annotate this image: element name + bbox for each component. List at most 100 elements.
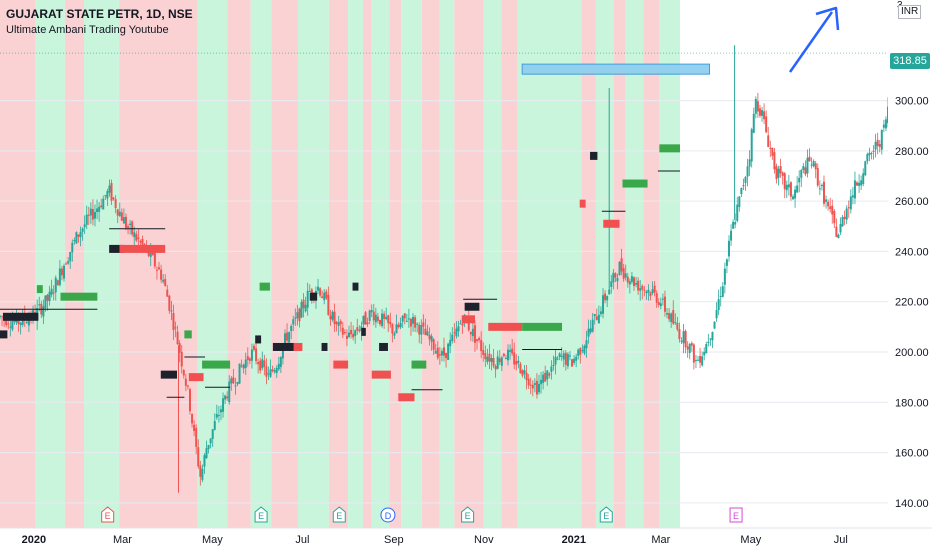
currency-badge[interactable]: INR bbox=[898, 5, 922, 19]
candle-down-body bbox=[182, 370, 185, 376]
breakout-arrow bbox=[788, 6, 840, 73]
candle-up-body bbox=[42, 306, 45, 317]
candle-up-body bbox=[267, 373, 270, 375]
candle-up-body bbox=[504, 357, 507, 359]
candle-up-body bbox=[106, 191, 109, 199]
candle-down-body bbox=[335, 321, 338, 325]
candle-down-body bbox=[663, 296, 666, 312]
candle-down-body bbox=[191, 414, 194, 424]
candle-up-body bbox=[317, 286, 320, 291]
candle-up-body bbox=[868, 152, 871, 156]
dividend-badge bbox=[380, 507, 396, 523]
candle-down-body bbox=[527, 378, 530, 386]
candle-up-body bbox=[715, 310, 718, 319]
candle-down-body bbox=[321, 296, 324, 299]
candle-down-body bbox=[643, 289, 646, 291]
marker-label: D bbox=[385, 511, 392, 521]
signal-box-black bbox=[0, 330, 8, 339]
candle-up-body bbox=[440, 351, 443, 356]
candle-down-body bbox=[378, 319, 381, 325]
bearish-band bbox=[227, 0, 251, 528]
candle-down-body bbox=[253, 345, 256, 350]
candle-up-body bbox=[796, 185, 799, 193]
candle-down-body bbox=[263, 360, 266, 368]
candle-up-body bbox=[862, 173, 865, 184]
candle-up-body bbox=[63, 265, 66, 279]
candle-up-body bbox=[44, 295, 47, 309]
candle-up-body bbox=[709, 338, 712, 340]
candle-up-body bbox=[798, 177, 801, 183]
candle-down-body bbox=[364, 312, 367, 325]
candle-down-body bbox=[492, 357, 495, 366]
candle-up-body bbox=[374, 314, 377, 323]
candle-up-body bbox=[785, 184, 788, 191]
signal-box-black bbox=[160, 370, 178, 379]
candle-up-body bbox=[721, 286, 724, 297]
candle-up-body bbox=[294, 317, 297, 319]
candle-down-body bbox=[232, 377, 235, 384]
marker-label: E bbox=[465, 511, 471, 521]
candle-up-body bbox=[306, 290, 309, 308]
candle-down-body bbox=[199, 465, 202, 477]
earnings-badge bbox=[461, 506, 475, 523]
candle-up-body bbox=[812, 160, 815, 167]
candle-up-body bbox=[860, 180, 863, 186]
candle-down-body bbox=[816, 168, 819, 186]
candle-down-body bbox=[484, 353, 487, 360]
candle-down-body bbox=[649, 292, 652, 297]
candle-down-body bbox=[339, 321, 342, 325]
candle-up-body bbox=[659, 303, 662, 307]
candle-down-body bbox=[571, 359, 574, 367]
signal-box-black bbox=[379, 342, 388, 351]
candle-up-body bbox=[734, 222, 737, 225]
candle-down-body bbox=[843, 216, 846, 219]
candle-down-body bbox=[424, 328, 427, 336]
candle-down-body bbox=[783, 173, 786, 190]
candle-up-body bbox=[108, 185, 111, 193]
candle-up-body bbox=[496, 356, 499, 369]
candle-up-body bbox=[599, 311, 602, 315]
candle-up-body bbox=[236, 382, 239, 385]
candle-up-body bbox=[393, 333, 396, 336]
candle-up-body bbox=[395, 324, 398, 334]
candle-up-body bbox=[426, 331, 429, 336]
bullish-band bbox=[84, 0, 120, 528]
signal-box-black bbox=[309, 292, 318, 301]
candle-down-body bbox=[329, 315, 332, 320]
candle-down-body bbox=[544, 372, 547, 382]
candle-up-body bbox=[680, 340, 683, 342]
candle-down-body bbox=[259, 360, 262, 371]
candle-down-body bbox=[833, 211, 836, 224]
candle-up-body bbox=[54, 277, 57, 293]
candle-up-body bbox=[670, 313, 673, 322]
candle-up-body bbox=[242, 364, 245, 369]
candle-down-body bbox=[56, 280, 59, 286]
candle-down-body bbox=[188, 389, 191, 412]
candle-down-body bbox=[248, 358, 251, 361]
y-tick-label: 200.00 bbox=[895, 347, 929, 359]
candle-up-body bbox=[800, 170, 803, 178]
candle-up-body bbox=[211, 429, 214, 439]
candle-up-body bbox=[744, 177, 747, 183]
candle-down-body bbox=[758, 108, 761, 116]
candle-down-body bbox=[422, 322, 425, 327]
candle-down-body bbox=[52, 292, 55, 294]
candle-down-body bbox=[257, 361, 260, 365]
bullish-band bbox=[439, 0, 455, 528]
candle-down-body bbox=[511, 348, 514, 354]
candle-down-body bbox=[409, 318, 412, 327]
candle-down-body bbox=[246, 356, 249, 360]
signal-box-red bbox=[603, 219, 620, 228]
candle-down-body bbox=[614, 273, 617, 278]
y-tick-label: 160.00 bbox=[895, 448, 929, 460]
candle-down-body bbox=[418, 324, 421, 335]
earnings-marker: E bbox=[332, 506, 346, 523]
candle-down-body bbox=[151, 250, 154, 255]
candle-up-body bbox=[593, 313, 596, 317]
bullish-band bbox=[371, 0, 390, 528]
candle-up-body bbox=[244, 359, 247, 369]
candle-down-body bbox=[286, 332, 289, 341]
candle-up-body bbox=[550, 366, 553, 372]
candle-up-body bbox=[203, 455, 206, 467]
